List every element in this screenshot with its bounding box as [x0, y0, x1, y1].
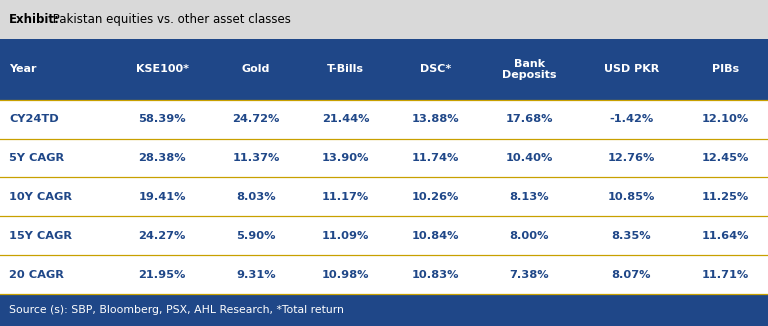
Text: 21.44%: 21.44%	[322, 114, 369, 124]
Bar	[0, 0, 768, 39]
Text: 17.68%: 17.68%	[505, 114, 553, 124]
Text: 10.40%: 10.40%	[505, 153, 553, 163]
Text: 11.71%: 11.71%	[702, 270, 749, 280]
Text: 10.85%: 10.85%	[607, 192, 655, 202]
Text: 10.83%: 10.83%	[412, 270, 459, 280]
Text: Exhibit:: Exhibit:	[9, 13, 60, 26]
Text: 8.03%: 8.03%	[237, 192, 276, 202]
Bar	[0, 139, 768, 177]
Text: PIBs: PIBs	[712, 64, 739, 74]
Text: Bank
Deposits: Bank Deposits	[502, 59, 556, 80]
Text: 8.00%: 8.00%	[509, 231, 549, 241]
Text: 24.27%: 24.27%	[138, 231, 186, 241]
Text: 28.38%: 28.38%	[138, 153, 186, 163]
Text: 10Y CAGR: 10Y CAGR	[9, 192, 72, 202]
Text: Source (s): SBP, Bloomberg, PSX, AHL Research, *Total return: Source (s): SBP, Bloomberg, PSX, AHL Res…	[9, 305, 344, 315]
Text: 10.98%: 10.98%	[322, 270, 369, 280]
Bar	[0, 177, 768, 216]
Text: 12.76%: 12.76%	[607, 153, 655, 163]
Text: 10.84%: 10.84%	[412, 231, 459, 241]
Bar	[0, 39, 768, 100]
Text: 11.25%: 11.25%	[702, 192, 749, 202]
Text: 24.72%: 24.72%	[232, 114, 280, 124]
Text: 21.95%: 21.95%	[138, 270, 186, 280]
Text: CY24TD: CY24TD	[9, 114, 59, 124]
Bar	[0, 216, 768, 255]
Text: Gold: Gold	[242, 64, 270, 74]
Text: 12.45%: 12.45%	[702, 153, 749, 163]
Text: 58.39%: 58.39%	[138, 114, 186, 124]
Text: -1.42%: -1.42%	[609, 114, 654, 124]
Text: 8.07%: 8.07%	[612, 270, 651, 280]
Text: T-Bills: T-Bills	[327, 64, 364, 74]
Text: 8.13%: 8.13%	[509, 192, 549, 202]
Text: 11.17%: 11.17%	[322, 192, 369, 202]
Text: 12.10%: 12.10%	[702, 114, 749, 124]
Bar	[0, 100, 768, 139]
Text: 7.38%: 7.38%	[509, 270, 549, 280]
Text: 15Y CAGR: 15Y CAGR	[9, 231, 72, 241]
Text: 13.88%: 13.88%	[412, 114, 459, 124]
Text: USD PKR: USD PKR	[604, 64, 659, 74]
Text: 11.74%: 11.74%	[412, 153, 459, 163]
Text: Year: Year	[9, 64, 37, 74]
Text: 19.41%: 19.41%	[138, 192, 186, 202]
Text: 11.64%: 11.64%	[702, 231, 749, 241]
Text: 11.09%: 11.09%	[322, 231, 369, 241]
Text: 20 CAGR: 20 CAGR	[9, 270, 64, 280]
Text: 8.35%: 8.35%	[611, 231, 651, 241]
Text: 11.37%: 11.37%	[232, 153, 280, 163]
Text: 13.90%: 13.90%	[322, 153, 369, 163]
Text: KSE100*: KSE100*	[136, 64, 189, 74]
Text: Pakistan equities vs. other asset classes: Pakistan equities vs. other asset classe…	[49, 13, 291, 26]
Text: 9.31%: 9.31%	[237, 270, 276, 280]
Text: DSC*: DSC*	[419, 64, 451, 74]
Bar	[0, 255, 768, 294]
Text: 5Y CAGR: 5Y CAGR	[9, 153, 65, 163]
Bar	[0, 294, 768, 326]
Text: 5.90%: 5.90%	[237, 231, 276, 241]
Text: 10.26%: 10.26%	[412, 192, 459, 202]
